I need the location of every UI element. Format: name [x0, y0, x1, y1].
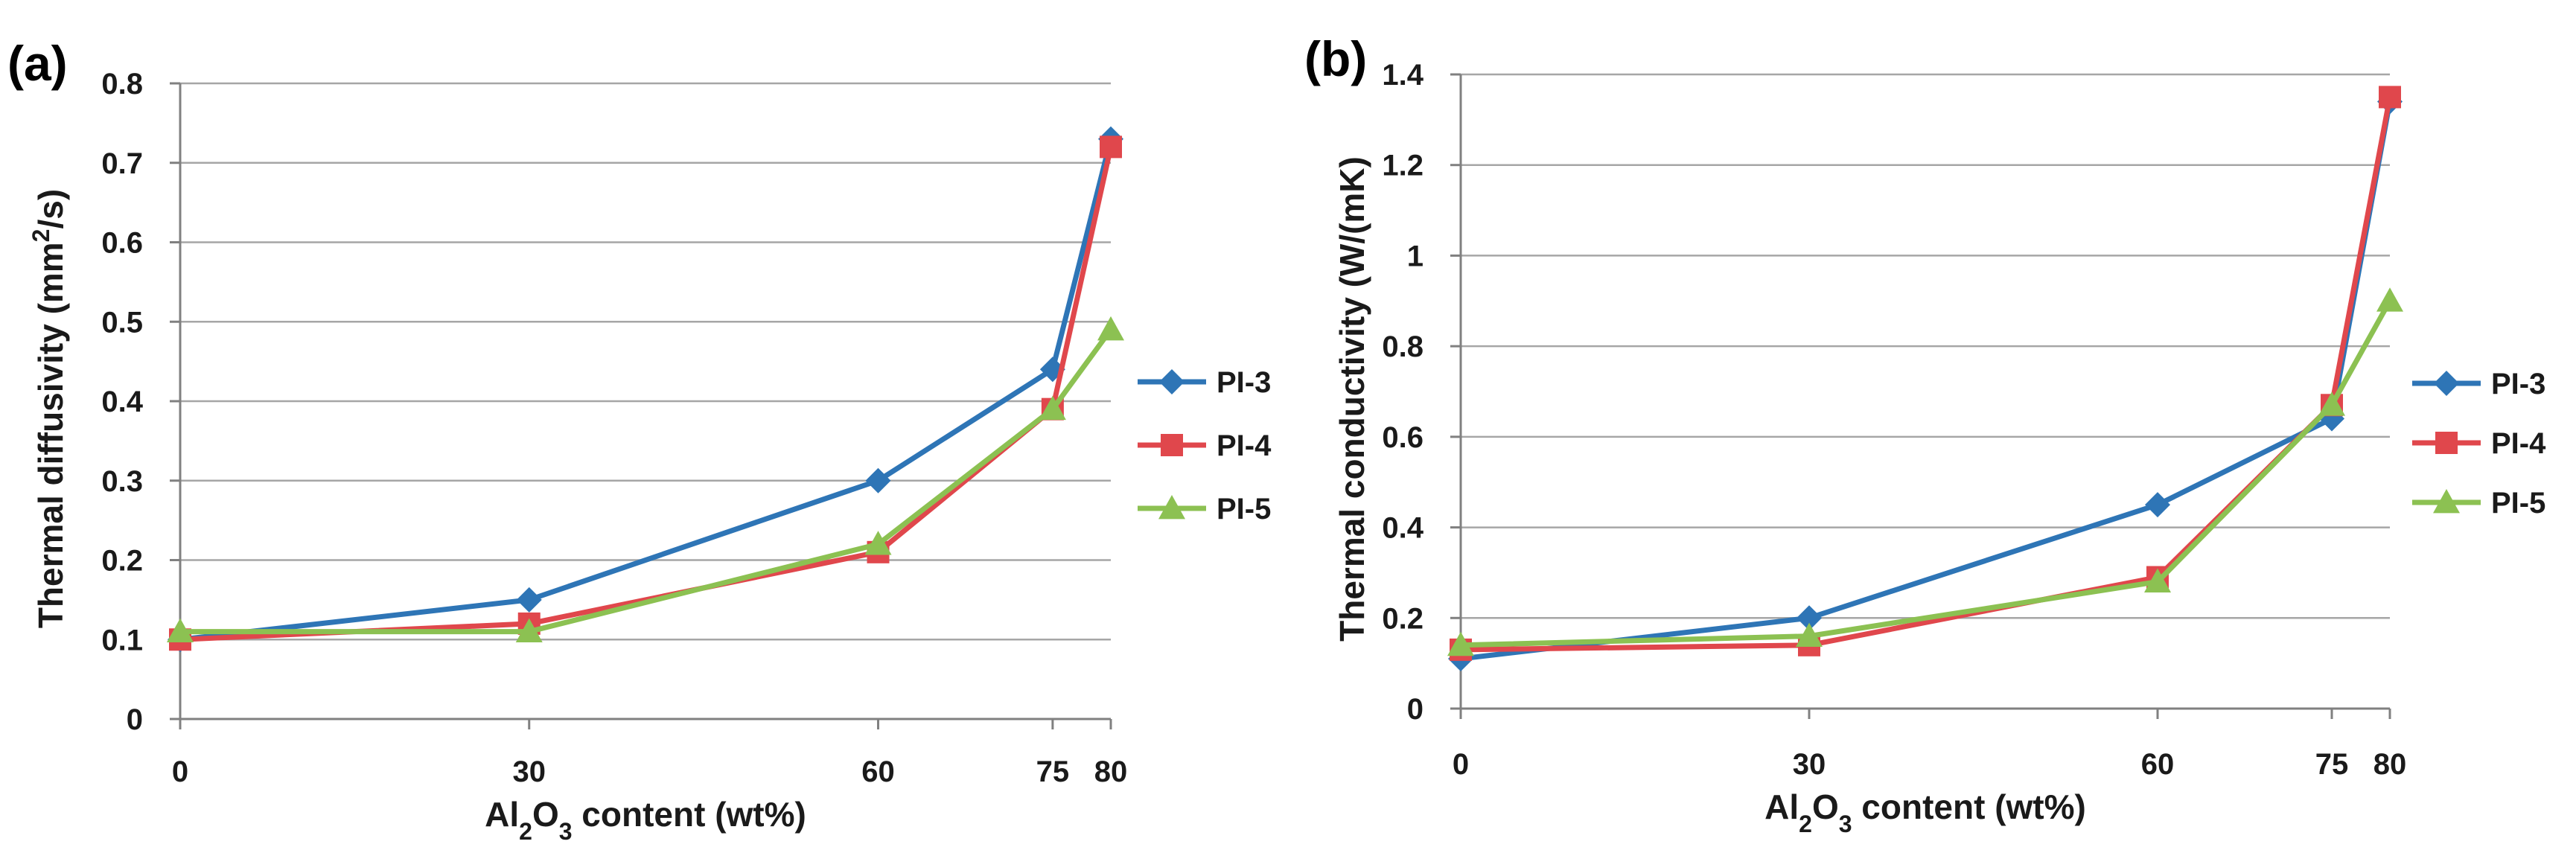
y-tick-label: 0.4 [101, 386, 143, 418]
series-pi-5 [167, 316, 1124, 642]
legend-item: PI-5 [1138, 493, 1271, 525]
y-tick-label: 0.6 [1382, 421, 1424, 454]
y-tick-label: 0 [1407, 693, 1424, 726]
series-pi-3 [168, 126, 1123, 653]
legend-item: PI-4 [2412, 427, 2546, 460]
data-point [2145, 492, 2170, 518]
data-point [1796, 605, 1822, 631]
legend-item: PI-5 [2412, 487, 2545, 520]
data-point [1796, 622, 1823, 648]
legend: PI-3 PI-4 PI-5 [1138, 366, 1272, 525]
x-tick-label: 80 [1094, 755, 1128, 788]
data-point [2318, 392, 2345, 416]
legend-marker [1161, 434, 1183, 456]
data-point [864, 531, 892, 555]
legend-marker [1158, 495, 1185, 520]
y-tick-label: 0.8 [101, 68, 143, 100]
data-point [2376, 287, 2403, 312]
legend-label: PI-3 [1217, 366, 1271, 399]
x-tick-label: 0 [172, 755, 188, 788]
y-tick-label: 1.2 [1382, 150, 1424, 182]
legend-item: PI-3 [2412, 368, 2545, 400]
x-tick-label: 30 [513, 755, 546, 788]
y-axis-label: Thermal conductivity (W/(mK) [1333, 156, 1371, 642]
x-tick-label: 75 [2315, 748, 2349, 781]
series-pi-3 [1448, 89, 2403, 672]
chart-panel-a: (a) 0 0.1 0.2 0.3 0.4 0.5 0.6 0.7 0.8 0 30 60 75 80 Al2… [7, 36, 1272, 845]
y-tick-label: 0 [127, 703, 143, 736]
data-point [865, 467, 891, 493]
legend-label: PI-5 [2491, 487, 2545, 520]
data-point [1097, 316, 1124, 341]
series-line [179, 146, 1114, 642]
y-tick-label: 0.1 [101, 624, 143, 656]
chart-panel-b: (b) 0 0.2 0.4 0.6 0.8 1 1.2 1.4 0 30 60 75 80 Al2O3 co… [1304, 31, 2546, 837]
data-point [2379, 86, 2401, 109]
x-tick-label: 30 [1793, 748, 1826, 781]
series-line [179, 138, 1114, 642]
data-point [2144, 568, 2171, 592]
y-tick-label: 0.5 [101, 306, 143, 339]
data-point [1039, 395, 1066, 421]
series-pi-5 [1447, 287, 2403, 656]
series-pi-4 [1450, 86, 2401, 661]
x-tick-label: 0 [1453, 748, 1469, 781]
series-line [1460, 100, 2393, 662]
panel-label: (b) [1304, 31, 1367, 86]
y-tick-label: 0.4 [1382, 512, 1424, 545]
x-tick-label: 60 [861, 755, 895, 788]
data-point [516, 587, 542, 613]
legend-marker [2434, 371, 2459, 396]
legend-label: PI-4 [1217, 429, 1272, 462]
legend-label: PI-5 [1217, 493, 1271, 525]
y-tick-label: 0.2 [1382, 602, 1424, 635]
y-tick-label: 0.8 [1382, 330, 1424, 363]
legend-label: PI-4 [2491, 427, 2546, 460]
legend: PI-3 PI-4 PI-5 [2412, 368, 2546, 520]
y-tick-label: 0.3 [101, 465, 143, 498]
panel-label: (a) [7, 36, 68, 91]
legend-label: PI-3 [2491, 368, 2545, 400]
x-axis-label: Al2O3 content (wt%) [1764, 787, 2086, 837]
data-point [1100, 135, 1122, 159]
legend-marker [2435, 432, 2458, 454]
x-tick-label: 60 [2141, 748, 2175, 781]
x-tick-label: 75 [1036, 755, 1070, 788]
y-tick-label: 0.2 [101, 545, 143, 578]
series-line [1460, 299, 2393, 648]
legend-marker [2433, 489, 2460, 514]
y-axis-label: Thermal diffusivity (mm2/s) [28, 189, 70, 628]
series-pi-4 [169, 135, 1122, 651]
y-tick-label: 0.7 [101, 147, 143, 180]
y-tick-label: 1.4 [1382, 59, 1424, 92]
legend-item: PI-4 [1138, 429, 1272, 462]
y-tick-label: 1 [1407, 240, 1424, 272]
legend-item: PI-3 [1138, 366, 1271, 399]
data-point [515, 618, 543, 642]
data-point [1447, 631, 1474, 656]
legend-marker [1159, 369, 1185, 394]
data-point [167, 618, 194, 642]
series-line [1460, 96, 2393, 653]
x-axis-label: Al2O3 content (wt%) [485, 795, 806, 845]
x-tick-label: 80 [2373, 748, 2407, 781]
y-tick-label: 0.6 [101, 227, 143, 260]
